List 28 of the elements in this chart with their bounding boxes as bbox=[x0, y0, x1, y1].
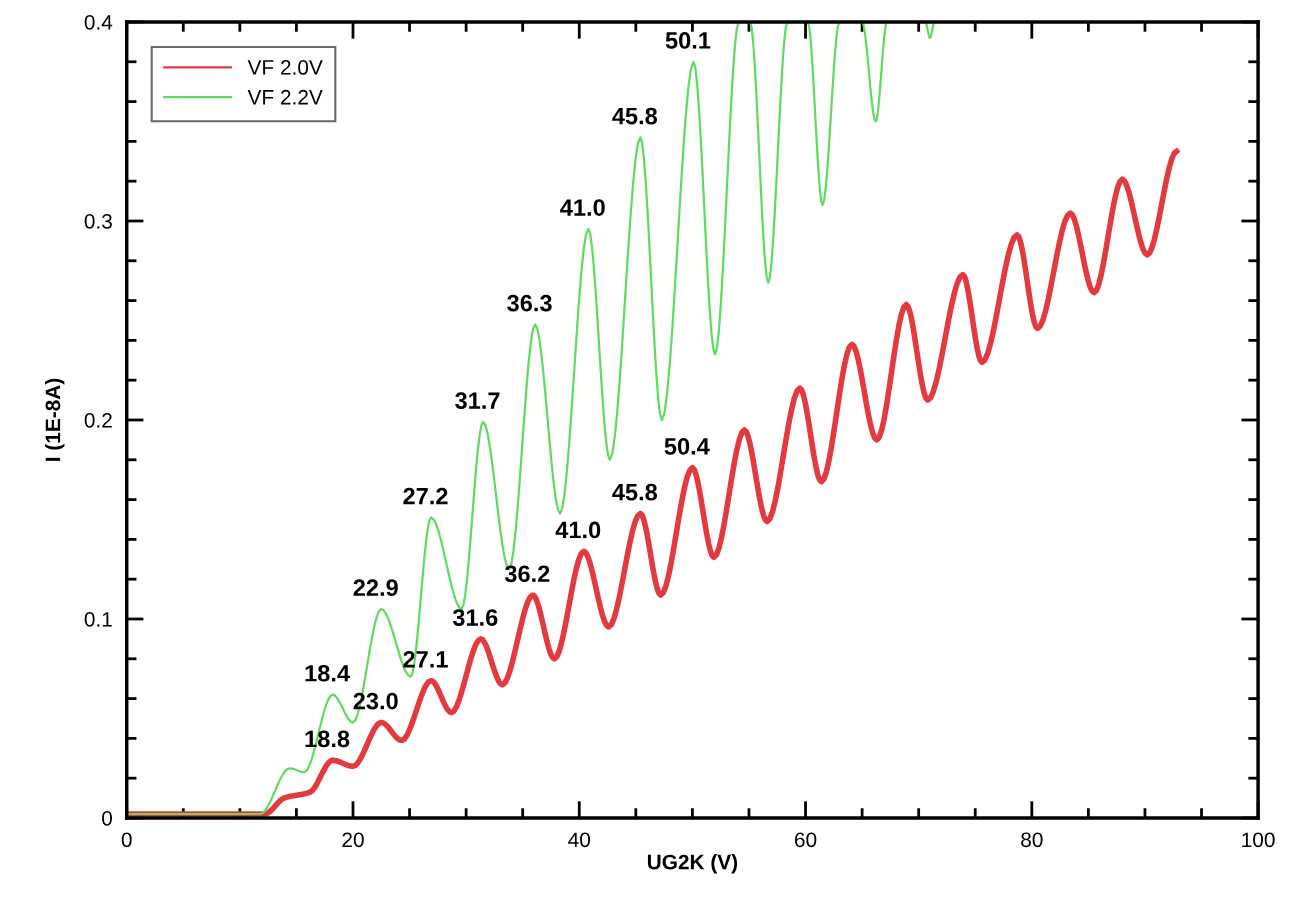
x-tick-label: 20 bbox=[342, 832, 364, 848]
x-tick-label: 40 bbox=[568, 832, 591, 848]
annotation: 45.8 bbox=[612, 107, 658, 125]
annotation: 31.6 bbox=[452, 609, 498, 626]
annotation: 22.9 bbox=[353, 579, 398, 597]
annotation: 45.8 bbox=[612, 483, 658, 501]
annotation: 41.0 bbox=[560, 199, 605, 216]
x-axis-title: UG2K (V) bbox=[647, 854, 738, 874]
y-tick-label: 0.2 bbox=[84, 412, 112, 428]
x-tick-label: 0 bbox=[121, 832, 132, 848]
annotation: 36.2 bbox=[504, 565, 550, 583]
annotation: 18.4 bbox=[305, 664, 350, 682]
legend-label: VF 2.2V bbox=[247, 89, 323, 105]
y-tick-label: 0.3 bbox=[84, 213, 112, 229]
x-tick-label: 80 bbox=[1021, 832, 1043, 848]
y-axis-title: I (1E-8A) bbox=[45, 378, 65, 461]
annotation: 31.7 bbox=[455, 392, 500, 410]
annotation: 27.2 bbox=[403, 487, 448, 505]
annotation: 36.3 bbox=[507, 294, 552, 312]
legend-label: VF 2.0V bbox=[247, 60, 323, 75]
x-tick-label: 60 bbox=[795, 832, 817, 848]
annotation: 41.0 bbox=[555, 521, 601, 539]
annotation: 50.1 bbox=[665, 32, 711, 49]
y-tick-label: 0.1 bbox=[84, 611, 112, 627]
y-tick-label: 0.4 bbox=[84, 14, 113, 30]
annotation: 50.4 bbox=[664, 438, 710, 455]
x-tick-label: 100 bbox=[1242, 832, 1275, 848]
y-tick-label: 0 bbox=[102, 810, 113, 826]
